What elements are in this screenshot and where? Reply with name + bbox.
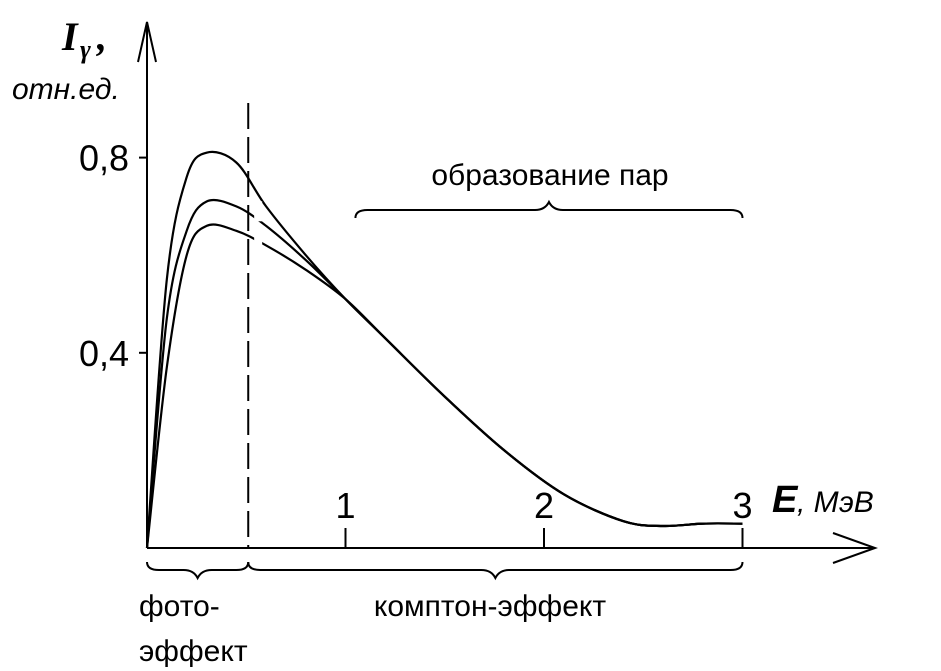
curve-gap: [254, 201, 263, 222]
x-tick-label: 1: [335, 485, 355, 526]
compton-brace: [247, 561, 744, 581]
series-line: [145, 223, 743, 549]
series: [145, 103, 743, 549]
y-axis-units: отн.ед.: [12, 73, 120, 106]
y-axis-arrow: [137, 21, 157, 63]
series-line: [145, 198, 743, 549]
photo-effect-label-line2: эффект: [139, 635, 248, 668]
axes: [137, 21, 878, 564]
annotations: образование пар комптон-эффект фото-эффект: [139, 159, 744, 668]
pair-production-label: образование пар: [431, 159, 668, 192]
x-axis-title: E: [772, 479, 799, 521]
y-tick-label: 0,4: [79, 333, 129, 374]
series-line: [145, 150, 743, 549]
pair-production-brace: [354, 199, 744, 219]
y-tick-label: 0,8: [79, 138, 129, 179]
ticks: 0,8 0,4 1 2 3: [79, 138, 753, 548]
x-axis-arrow: [832, 532, 878, 564]
y-axis-title: I: [61, 14, 79, 59]
x-tick-label: 3: [732, 485, 752, 526]
photo-effect-brace: [146, 561, 250, 581]
compton-label: комптон-эффект: [374, 590, 606, 623]
y-axis-title-comma: ,: [96, 14, 107, 59]
photo-effect-label-line1: фото-: [139, 590, 220, 623]
curve-gap: [254, 225, 263, 246]
x-tick-label: 2: [534, 485, 554, 526]
x-axis-units: , МэВ: [797, 486, 874, 519]
y-axis-title-subscript: γ: [80, 35, 91, 64]
